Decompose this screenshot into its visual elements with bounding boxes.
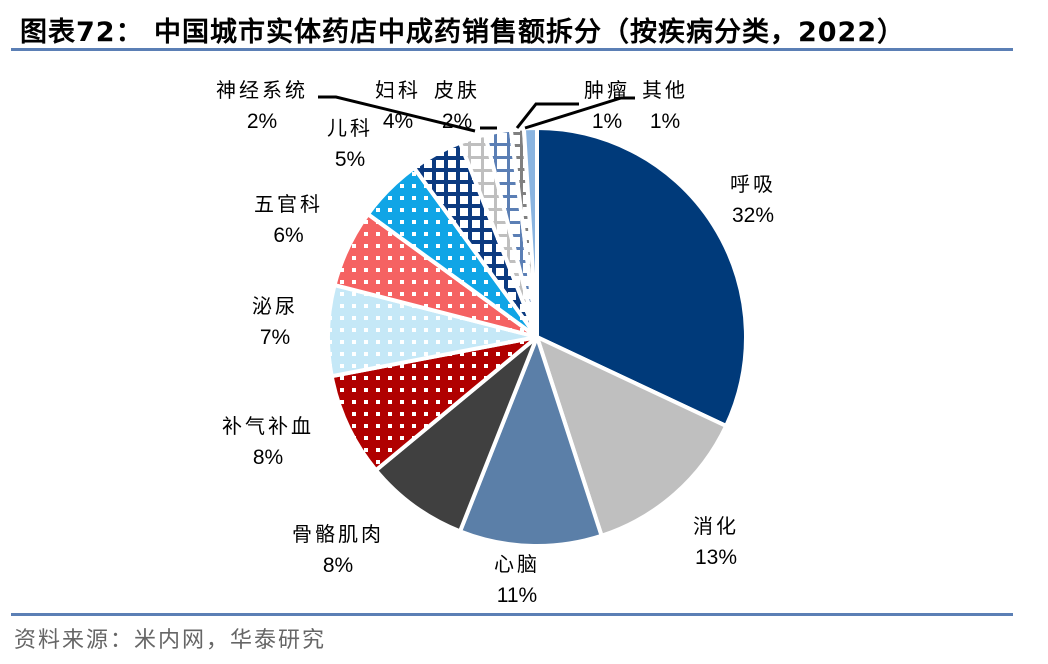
pie-slice-呼吸 xyxy=(535,125,748,429)
chart-title: 图表72： 中国城市实体药店中成药销售额拆分（按疾病分类，2022） xyxy=(20,17,906,48)
label-shenjing: 神经系统 2% xyxy=(216,78,308,133)
label-fuke: 妇科 4% xyxy=(375,78,421,133)
leader-lines xyxy=(318,95,635,133)
label-xiaohua: 消化 13% xyxy=(693,514,739,569)
pie-slice-其他 xyxy=(521,125,539,338)
label-zhongliu: 肿瘤 1% xyxy=(584,78,630,133)
label-miniao: 泌尿 7% xyxy=(252,294,298,349)
label-erke: 儿科 5% xyxy=(327,116,373,171)
label-qita: 其他 1% xyxy=(642,78,688,133)
footer-divider xyxy=(11,613,1013,616)
source-note: 资料来源：米内网，华泰研究 xyxy=(14,628,327,653)
pie-slice-补气补血 xyxy=(329,335,539,474)
label-xinnao: 心脑 11% xyxy=(494,552,540,607)
label-pifu: 皮肤 2% xyxy=(434,78,480,133)
title-divider xyxy=(11,48,1013,51)
pie-slice-骨骼肌肉 xyxy=(373,335,539,534)
pie-slices xyxy=(326,125,748,548)
pie-slice-心脑 xyxy=(457,331,605,548)
label-buqi: 补气补血 8% xyxy=(222,414,314,469)
label-guge: 骨骼肌肉 8% xyxy=(292,522,384,577)
label-wuguan: 五官科 6% xyxy=(254,192,323,247)
label-huxi: 呼吸 32% xyxy=(730,172,776,227)
pie-slice-消化 xyxy=(533,333,729,539)
